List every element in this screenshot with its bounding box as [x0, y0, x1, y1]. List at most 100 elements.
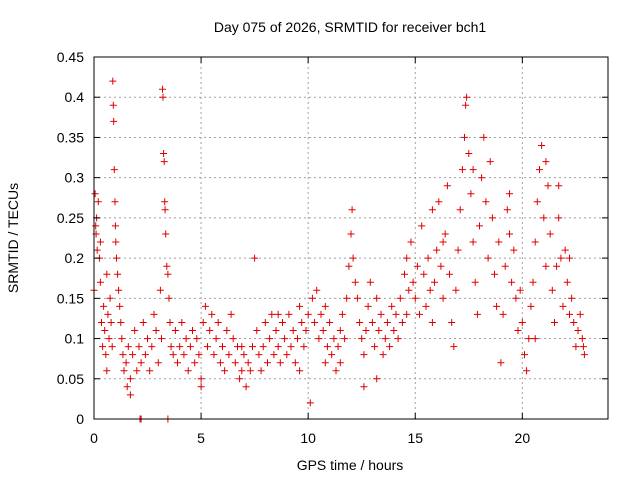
data-point: [403, 310, 411, 318]
data-point: [536, 166, 543, 174]
data-point: [371, 343, 379, 351]
data-point: [120, 367, 128, 375]
data-point: [98, 319, 105, 326]
data-point: [212, 335, 220, 343]
data-point: [403, 254, 411, 262]
data-point: [294, 335, 301, 343]
data-point: [152, 327, 160, 334]
data-point: [465, 150, 473, 157]
data-point: [167, 343, 175, 351]
data-point: [223, 327, 231, 334]
data-point: [129, 351, 137, 359]
data-point: [345, 262, 353, 270]
data-point: [102, 351, 110, 359]
data-point: [388, 302, 396, 310]
data-point: [439, 294, 447, 302]
data-point: [488, 214, 496, 222]
data-point: [315, 335, 323, 343]
data-point: [506, 190, 513, 198]
data-point: [548, 286, 556, 294]
data-point: [158, 335, 165, 343]
data-point: [542, 158, 550, 166]
data-point: [126, 391, 134, 399]
data-point: [497, 359, 505, 367]
data-point: [508, 278, 516, 286]
data-point: [437, 262, 445, 270]
data-point: [164, 270, 172, 278]
data-point: [533, 198, 541, 206]
data-point: [319, 327, 327, 334]
data-point: [570, 319, 578, 326]
data-point: [93, 246, 101, 254]
data-point: [161, 198, 169, 206]
data-point: [219, 343, 226, 351]
data-point: [321, 359, 329, 367]
data-point: [186, 343, 194, 351]
data-point: [162, 230, 170, 238]
data-point: [285, 310, 293, 318]
data-point: [461, 133, 468, 141]
data-point: [300, 343, 308, 351]
data-point: [338, 310, 346, 318]
data-point: [197, 383, 205, 391]
x-tick-label: 0: [90, 430, 98, 446]
data-point: [379, 351, 387, 359]
data-point: [411, 294, 419, 302]
data-point: [484, 254, 492, 262]
data-point: [249, 343, 256, 351]
data-point: [166, 319, 174, 326]
data-point: [478, 174, 486, 182]
data-point: [480, 133, 488, 141]
data-point: [473, 310, 481, 318]
data-point: [462, 101, 470, 109]
data-point: [555, 182, 563, 190]
data-point: [94, 198, 102, 206]
data-point: [107, 319, 115, 326]
data-point: [373, 294, 381, 302]
y-tick-labels: 0 0.05 0.1 0.15 0.2 0.25 0.3 0.35 0.4 0.45: [57, 49, 84, 427]
data-point: [199, 319, 207, 326]
data-point: [259, 343, 267, 351]
data-point: [495, 238, 503, 246]
data-point: [523, 367, 531, 375]
x-tick-label: 10: [300, 430, 316, 446]
data-point: [154, 359, 162, 367]
data-point: [178, 319, 186, 326]
data-point: [347, 230, 355, 238]
data-point: [364, 302, 372, 310]
data-point: [540, 214, 548, 222]
data-point: [227, 310, 235, 318]
data-point: [518, 319, 526, 326]
data-point: [296, 302, 304, 310]
data-point: [544, 182, 552, 190]
data-point: [493, 302, 501, 310]
data-point: [171, 327, 179, 334]
data-point: [308, 294, 316, 302]
y-tick-label: 0.05: [57, 371, 84, 387]
data-point: [349, 254, 357, 262]
data-point: [279, 319, 286, 326]
y-tick-label: 0.45: [57, 49, 84, 65]
data-point: [317, 310, 325, 318]
data-point: [298, 319, 306, 326]
data-point: [454, 246, 462, 254]
data-point: [578, 335, 586, 343]
data-point: [426, 286, 434, 294]
data-point: [268, 310, 276, 318]
data-point: [366, 278, 374, 286]
data-point: [469, 238, 477, 246]
data-point: [141, 351, 149, 359]
data-point: [503, 206, 511, 214]
data-point: [156, 286, 164, 294]
data-point: [160, 158, 168, 166]
data-point: [281, 335, 289, 343]
data-point: [486, 158, 494, 166]
data-point: [257, 367, 265, 375]
data-point: [124, 343, 132, 351]
data-point: [163, 262, 171, 270]
data-point: [111, 198, 119, 206]
data-point: [510, 246, 518, 254]
data-point: [264, 359, 271, 367]
data-point: [161, 206, 169, 214]
data-point: [323, 343, 331, 351]
